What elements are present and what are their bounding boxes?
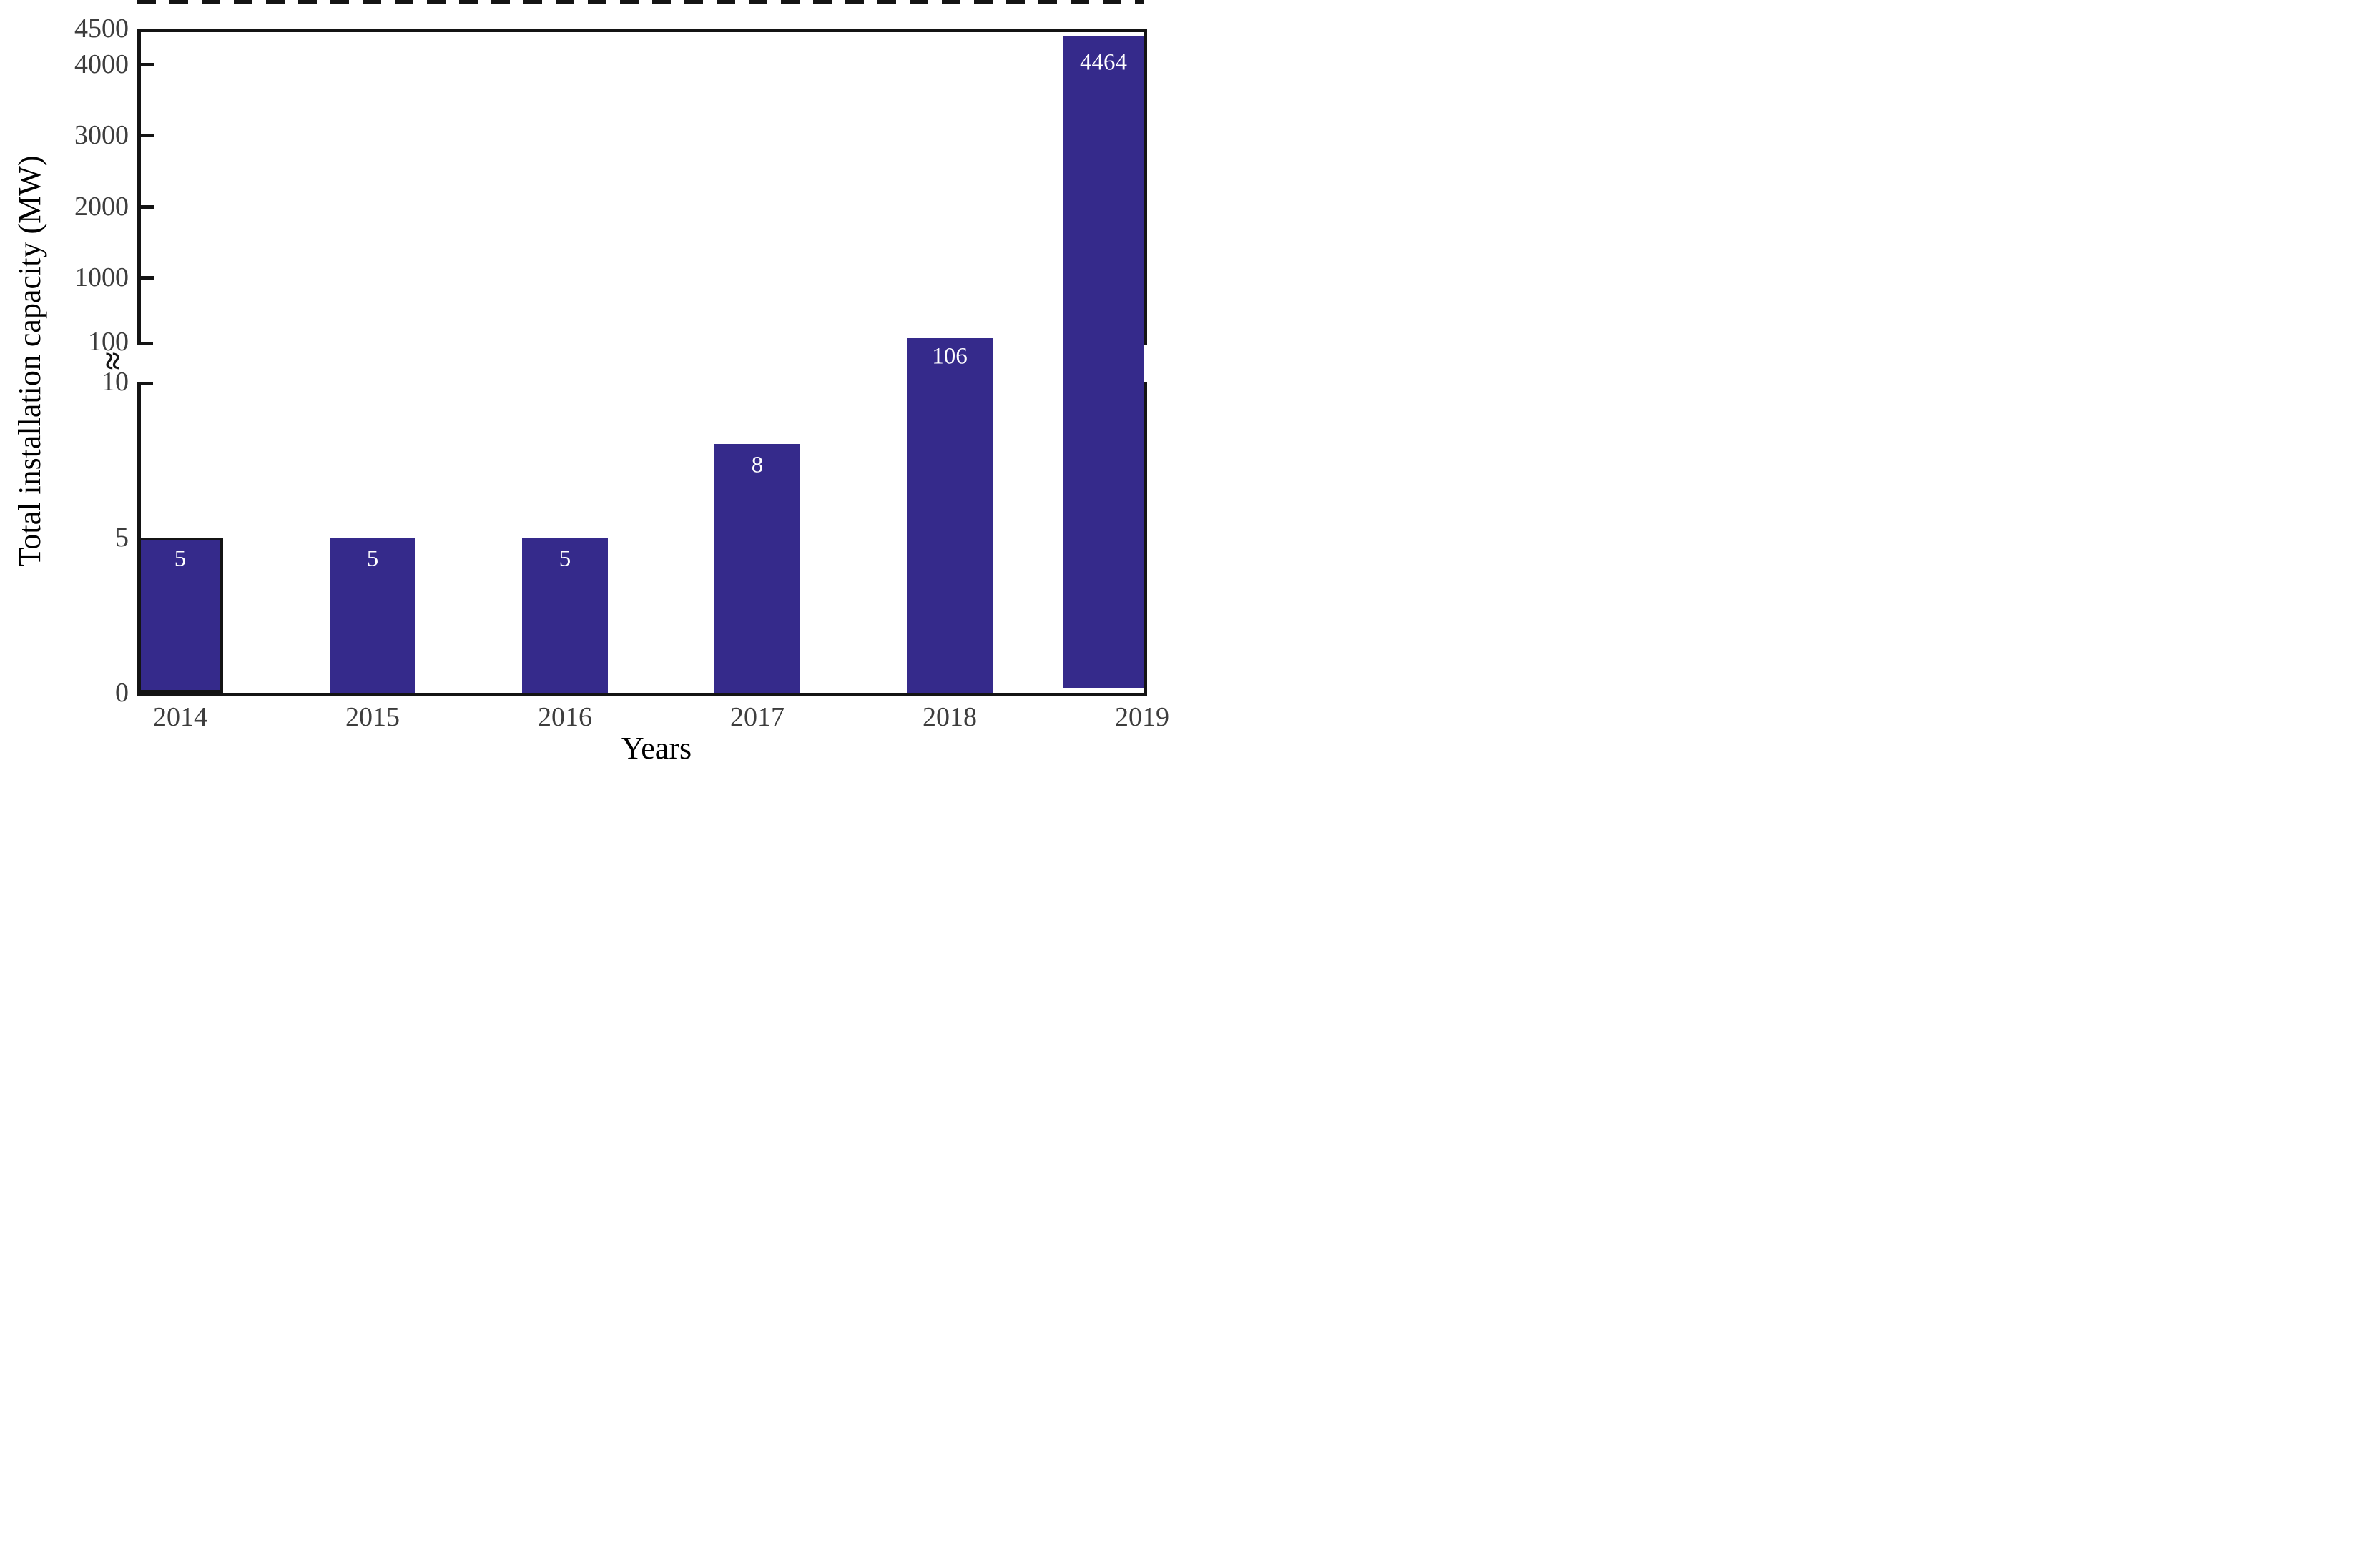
x-tick-label-2018: 2018 xyxy=(923,702,977,732)
y-tick-label-2000: 2000 xyxy=(74,191,129,222)
bar-chart-figure: ≈ Total installation capacity (MW) Years… xyxy=(0,0,1190,772)
y-tick-label-1000: 1000 xyxy=(74,262,129,293)
y-tick-label-100: 100 xyxy=(88,327,129,357)
lower-box-corner-stub xyxy=(137,382,153,385)
bar-2017 xyxy=(714,444,800,693)
bar-value-label-2016: 5 xyxy=(559,546,571,571)
y-tick-mark-4000 xyxy=(141,62,154,66)
x-tick-label-2017: 2017 xyxy=(730,702,785,732)
plot-top-border xyxy=(137,29,1147,32)
bar-value-label-2015: 5 xyxy=(366,546,379,571)
bar-value-label-2019: 4464 xyxy=(1080,49,1127,76)
right-spine-upper-segment xyxy=(1144,29,1147,345)
y-axis-break-marker: ≈ xyxy=(94,352,131,370)
y-tick-label-5: 5 xyxy=(115,522,129,553)
bar-2016 xyxy=(522,537,608,693)
bar-2015 xyxy=(330,537,415,693)
x-tick-label-2015: 2015 xyxy=(345,702,400,732)
y-tick-label-0: 0 xyxy=(115,678,129,708)
y-tick-label-4000: 4000 xyxy=(74,49,129,79)
y-tick-label-4500: 4500 xyxy=(74,14,129,44)
bar-value-label-2014: 5 xyxy=(174,546,187,571)
right-spine-lower-segment xyxy=(1144,382,1147,696)
y-tick-mark-3000 xyxy=(141,134,154,138)
x-tick-label-2016: 2016 xyxy=(538,702,592,732)
upper-box-corner-stub xyxy=(137,342,153,345)
bar-2019 xyxy=(1063,35,1144,688)
bar-value-label-2018: 106 xyxy=(932,343,968,370)
dashed-gridline-100 xyxy=(137,0,1144,4)
y-tick-mark-2000 xyxy=(141,204,154,209)
y-tick-label-3000: 3000 xyxy=(74,120,129,151)
bar-value-label-2017: 8 xyxy=(751,452,764,478)
x-tick-label-2014: 2014 xyxy=(153,702,207,732)
y-tick-label-10: 10 xyxy=(102,367,129,397)
x-tick-label-2019: 2019 xyxy=(1115,702,1169,732)
y-tick-mark-1000 xyxy=(141,276,154,280)
x-axis-title: Years xyxy=(621,731,692,766)
y-axis-lower-segment xyxy=(137,382,141,696)
bar-2018 xyxy=(907,338,993,693)
x-axis-line xyxy=(137,693,1147,696)
y-axis-upper-segment xyxy=(137,29,141,345)
